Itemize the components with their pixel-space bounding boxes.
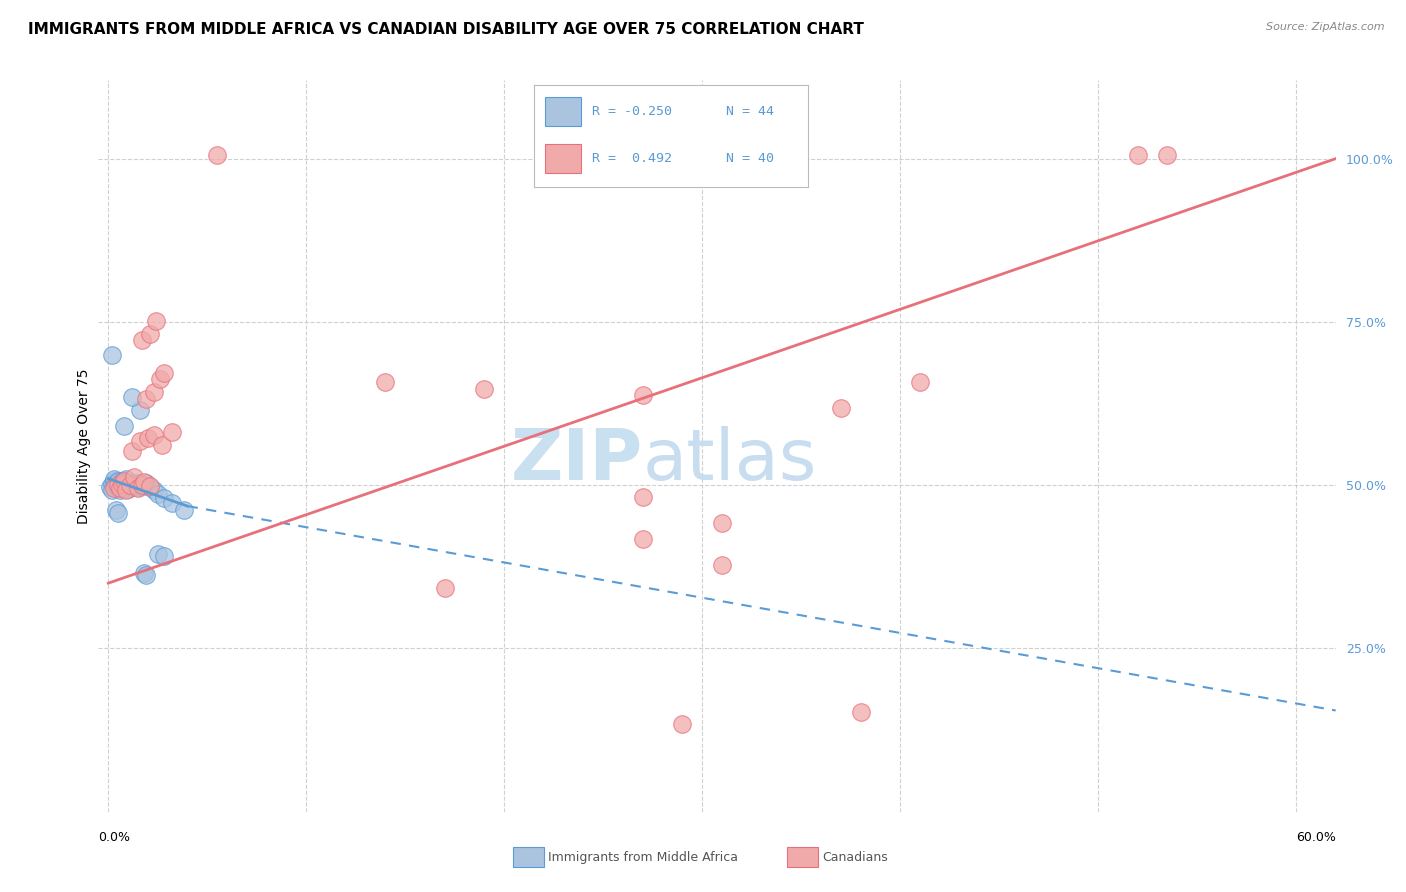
Point [849,706,872,720]
Point [711,516,734,530]
Point [139,480,162,494]
Point [112,419,135,434]
Point [129,476,152,491]
Bar [546,145,581,173]
Point [108,481,131,495]
Point [142,428,165,442]
Point [105,503,128,517]
Bar [546,97,581,126]
Text: N = 44: N = 44 [725,105,775,118]
Point [136,431,159,445]
Point [112,476,135,491]
Point [173,503,195,517]
Point [111,475,134,489]
Point [129,434,152,448]
Text: Canadians: Canadians [823,851,889,863]
Point [117,476,139,491]
Point [107,480,129,494]
Point [103,472,125,486]
Point [120,478,142,492]
Point [135,476,157,491]
Point [135,392,157,406]
Text: Immigrants from Middle Africa: Immigrants from Middle Africa [548,851,738,863]
Point [1126,148,1149,162]
Text: 0.0%: 0.0% [98,831,131,845]
Point [132,475,155,489]
Point [160,496,183,510]
Point [107,474,129,488]
Point [103,481,125,495]
Point [108,483,131,497]
Point [135,568,157,582]
Point [908,375,931,389]
Text: atlas: atlas [643,426,817,495]
Point [105,479,128,493]
Point [152,491,174,506]
Point [115,483,138,498]
Point [121,390,143,404]
Point [98,480,121,494]
Text: R = -0.250: R = -0.250 [592,105,672,118]
Point [131,479,153,493]
Point [111,476,134,491]
Point [1156,148,1178,162]
Point [111,479,134,493]
Point [103,475,125,489]
Point [107,477,129,491]
Point [107,506,129,520]
Point [374,375,396,389]
Point [671,716,693,731]
Text: 60.0%: 60.0% [1296,831,1336,845]
Text: R =  0.492: R = 0.492 [592,153,672,165]
Point [112,481,135,495]
Point [132,566,155,581]
Point [139,326,162,341]
Point [101,476,124,491]
Point [129,403,152,417]
Text: N = 40: N = 40 [725,153,775,165]
Point [139,479,162,493]
Point [631,490,654,504]
Point [631,532,654,546]
Point [131,333,153,347]
Point [145,313,167,327]
Point [160,425,183,439]
Point [146,547,169,561]
Text: ZIP: ZIP [510,426,643,495]
Point [150,438,173,452]
Point [127,481,149,495]
Point [122,475,145,490]
Point [115,478,138,492]
Point [631,388,654,402]
Point [117,482,139,496]
Point [132,478,155,492]
Point [152,549,174,563]
Point [121,480,143,494]
Point [115,472,138,486]
Point [830,401,852,416]
Point [152,366,174,380]
Point [433,582,456,596]
Point [101,348,124,362]
Point [120,477,142,491]
Y-axis label: Disability Age Over 75: Disability Age Over 75 [77,368,91,524]
Point [142,385,165,400]
Point [108,478,131,492]
Point [101,483,124,497]
Point [711,558,734,572]
Point [131,477,153,491]
Point [112,475,135,489]
Point [127,480,149,494]
Point [474,382,496,396]
Point [105,476,128,491]
Point [149,372,172,386]
Point [205,148,228,162]
Point [125,479,148,493]
Point [142,483,165,498]
Point [146,486,169,500]
Text: Source: ZipAtlas.com: Source: ZipAtlas.com [1267,22,1385,32]
Text: IMMIGRANTS FROM MIDDLE AFRICA VS CANADIAN DISABILITY AGE OVER 75 CORRELATION CHA: IMMIGRANTS FROM MIDDLE AFRICA VS CANADIA… [28,22,865,37]
Point [121,444,143,458]
Point [122,470,145,484]
